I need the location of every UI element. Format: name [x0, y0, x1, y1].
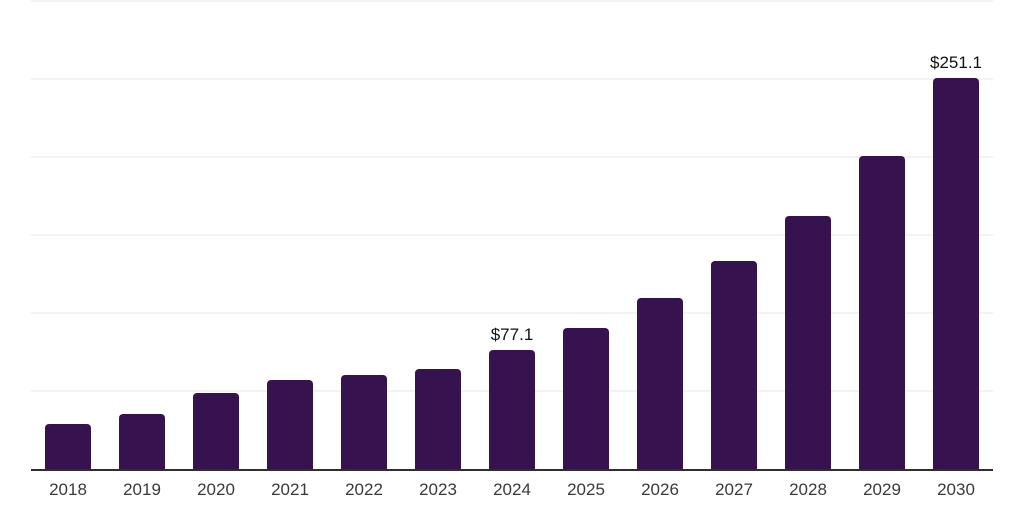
- bar-slot-2026: [623, 2, 697, 470]
- x-tick-2028: 2028: [789, 480, 827, 499]
- bar-2021[interactable]: [267, 379, 313, 470]
- gridline-250: [31, 78, 993, 80]
- bar-2029[interactable]: [859, 155, 905, 470]
- bar-2028[interactable]: [785, 215, 831, 470]
- gridline-100: [31, 312, 993, 314]
- plot-area: $77.1 $251.1: [31, 0, 993, 471]
- x-tick-2023: 2023: [419, 480, 457, 499]
- bar-2022[interactable]: [341, 375, 387, 470]
- bar-2027[interactable]: [711, 261, 757, 470]
- bars: $77.1 $251.1: [31, 2, 993, 470]
- bar-slot-2027: [697, 2, 771, 470]
- bar-slot-2029: [845, 2, 919, 470]
- x-tick-2026: 2026: [641, 480, 679, 499]
- bar-2023[interactable]: [415, 368, 461, 470]
- bar-2026[interactable]: [637, 297, 683, 470]
- bar-2019[interactable]: [119, 414, 165, 470]
- x-tick-2029: 2029: [863, 480, 901, 499]
- bar-slot-2028: [771, 2, 845, 470]
- data-label-2030: $251.1: [930, 53, 982, 73]
- x-tick-2027: 2027: [715, 480, 753, 499]
- bar-slot-2021: [253, 2, 327, 470]
- gridline-150: [31, 234, 993, 236]
- gridline-300: [31, 0, 993, 2]
- x-tick-2020: 2020: [197, 480, 235, 499]
- x-tick-2030: 2030: [937, 480, 975, 499]
- data-label-2024: $77.1: [490, 324, 534, 344]
- bar-slot-2025: [549, 2, 623, 470]
- x-axis-line: [31, 469, 993, 471]
- bar-slot-2030: $251.1: [919, 2, 993, 470]
- bar-slot-2022: [327, 2, 401, 470]
- x-axis-labels: 2018 2019 2020 2021 2022 2023 2024 2025 2026 2027…: [31, 480, 993, 500]
- x-tick-2018: 2018: [49, 480, 87, 499]
- bar-2025[interactable]: [563, 328, 609, 470]
- x-tick-2021: 2021: [271, 480, 309, 499]
- bar-slot-2023: [401, 2, 475, 470]
- x-tick-2024: 2024: [493, 480, 531, 499]
- x-tick-2025: 2025: [567, 480, 605, 499]
- x-tick-2019: 2019: [123, 480, 161, 499]
- gridline-200: [31, 156, 993, 158]
- bar-slot-2019: [105, 2, 179, 470]
- x-tick-2022: 2022: [345, 480, 383, 499]
- bar-2018[interactable]: [45, 423, 91, 470]
- bar-slot-2020: [179, 2, 253, 470]
- bar-slot-2024: $77.1: [475, 2, 549, 470]
- bar-2030[interactable]: [933, 78, 979, 470]
- bar-2020[interactable]: [193, 393, 239, 470]
- bar-2024[interactable]: [489, 349, 535, 470]
- bar-slot-2018: [31, 2, 105, 470]
